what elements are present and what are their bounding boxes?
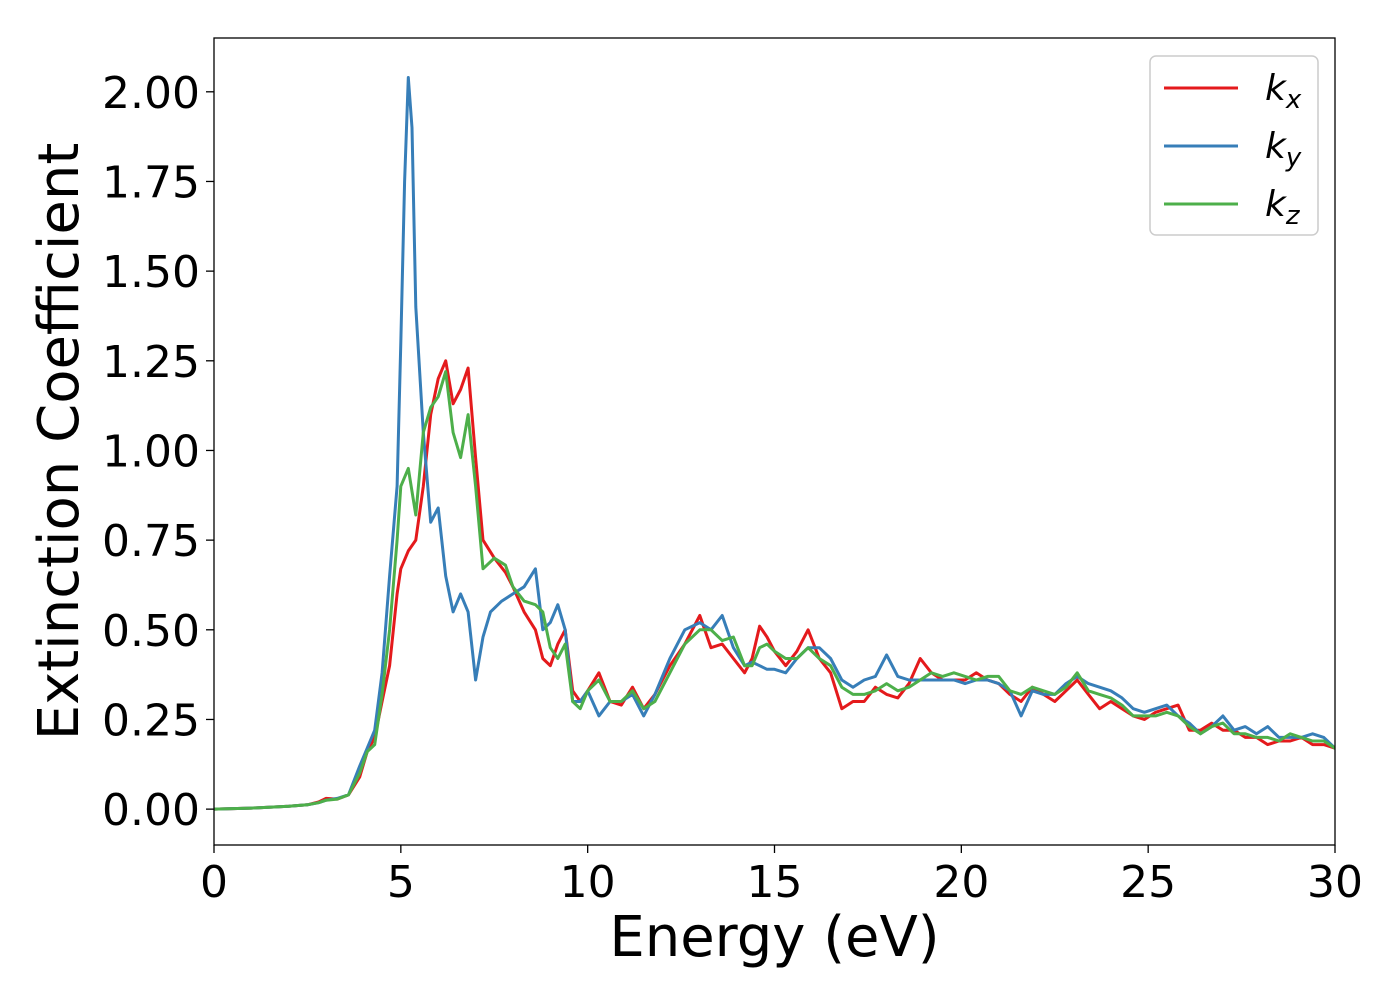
legend: kx ky kz <box>1149 55 1319 236</box>
series-line-kz <box>214 370 1335 811</box>
x-tick-label: 20 <box>933 857 989 908</box>
legend-label-ky: ky <box>1265 126 1302 173</box>
y-tick-label: 0.00 <box>102 785 200 836</box>
plot-frame <box>213 37 1336 846</box>
y-tick-label: 0.50 <box>102 606 200 657</box>
y-tick-label: 2.00 <box>102 68 200 119</box>
x-tick-label: 30 <box>1307 857 1363 908</box>
y-tick-label: 0.75 <box>102 516 200 567</box>
y-axis-title: Extinction Coefficient <box>27 143 92 741</box>
x-tick-label: 15 <box>747 857 803 908</box>
legend-label-kx: kx <box>1265 68 1302 115</box>
y-tick-label: 1.00 <box>102 426 200 477</box>
y-tick-label: 1.75 <box>102 157 200 208</box>
y-tick-label: 0.25 <box>102 695 200 746</box>
x-tick-label: 0 <box>200 857 228 908</box>
x-tick-label: 5 <box>387 857 415 908</box>
series-layer <box>214 76 1335 811</box>
x-tick-label: 25 <box>1120 857 1176 908</box>
y-tick-label: 1.25 <box>102 337 200 388</box>
x-tick-label: 10 <box>560 857 616 908</box>
y-axis: 0.00 0.25 0.50 0.75 1.00 1.25 1.50 1.75 2.00 <box>102 68 214 836</box>
legend-label-kz: kz <box>1265 184 1301 231</box>
x-axis-title: Energy (eV) <box>609 905 939 970</box>
y-tick-label: 1.50 <box>102 247 200 298</box>
x-axis: 0 5 10 15 20 25 30 <box>200 845 1363 908</box>
